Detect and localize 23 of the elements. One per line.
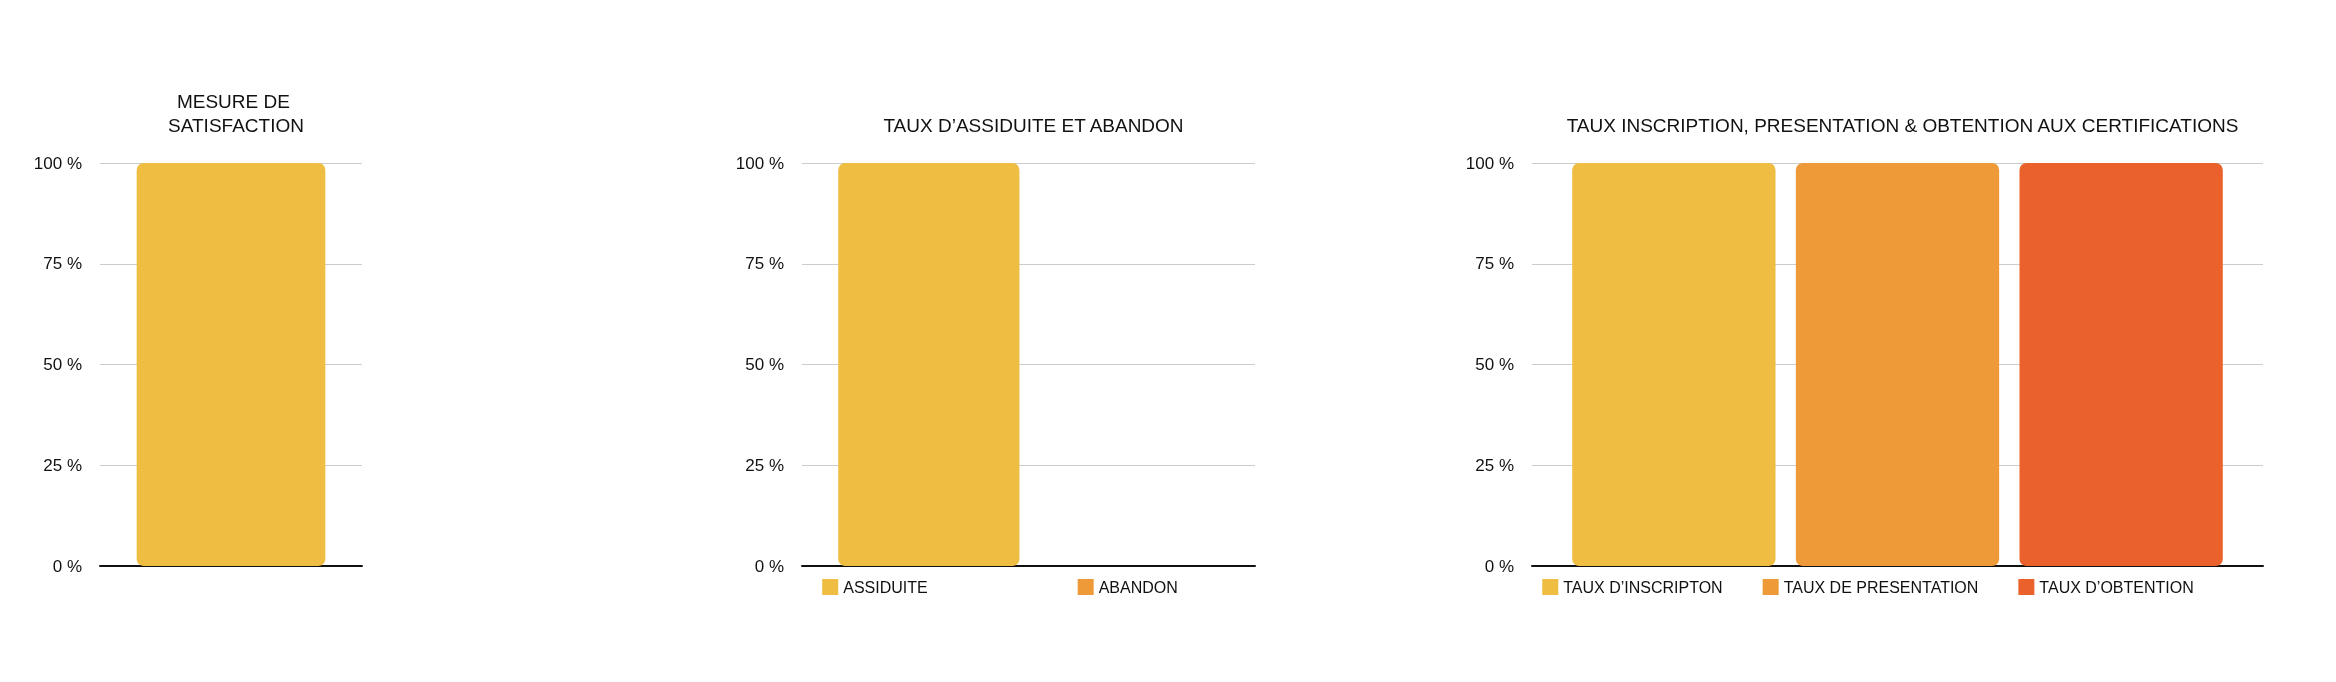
legend-label: TAUX DE PRESENTATION [1783,578,1979,596]
y-tick-label: 100 % [1465,153,1514,173]
legend-label: ASSIDUITE [843,578,928,596]
y-tick-label: 100 % [33,153,82,173]
chart-title: TAUX INSCRIPTION, PRESENTATION & OBTENTION AUX CERTIFICATIONS [1566,114,2239,136]
y-tick-label: 100 % [735,153,784,173]
y-tick-label: 50 % [745,355,784,374]
y-tick-label: 50 % [1475,355,1514,374]
y-tick-label: 75 % [745,254,784,274]
legend-label: TAUX D’INSCRIPTON [1563,578,1723,596]
chart-title: TAUX D’ASSIDUITE ET ABANDON [883,114,1184,136]
y-tick-label: 50 % [43,355,82,374]
y-tick-label: 25 % [43,455,82,475]
y-tick-label: 75 % [43,254,82,274]
y-tick-label: 75 % [1475,254,1514,274]
chart-title: MESURE DE SATISFACTION [168,90,304,136]
legend-label: ABANDON [1098,578,1178,596]
y-tick-label: 0 % [754,556,784,576]
y-tick-label: 0 % [52,556,82,576]
legend-label: TAUX D’OBTENTION [2039,578,2194,596]
y-tick-label: 0 % [1484,556,1514,576]
y-tick-label: 25 % [745,455,784,475]
y-tick-label: 25 % [1475,455,1514,475]
